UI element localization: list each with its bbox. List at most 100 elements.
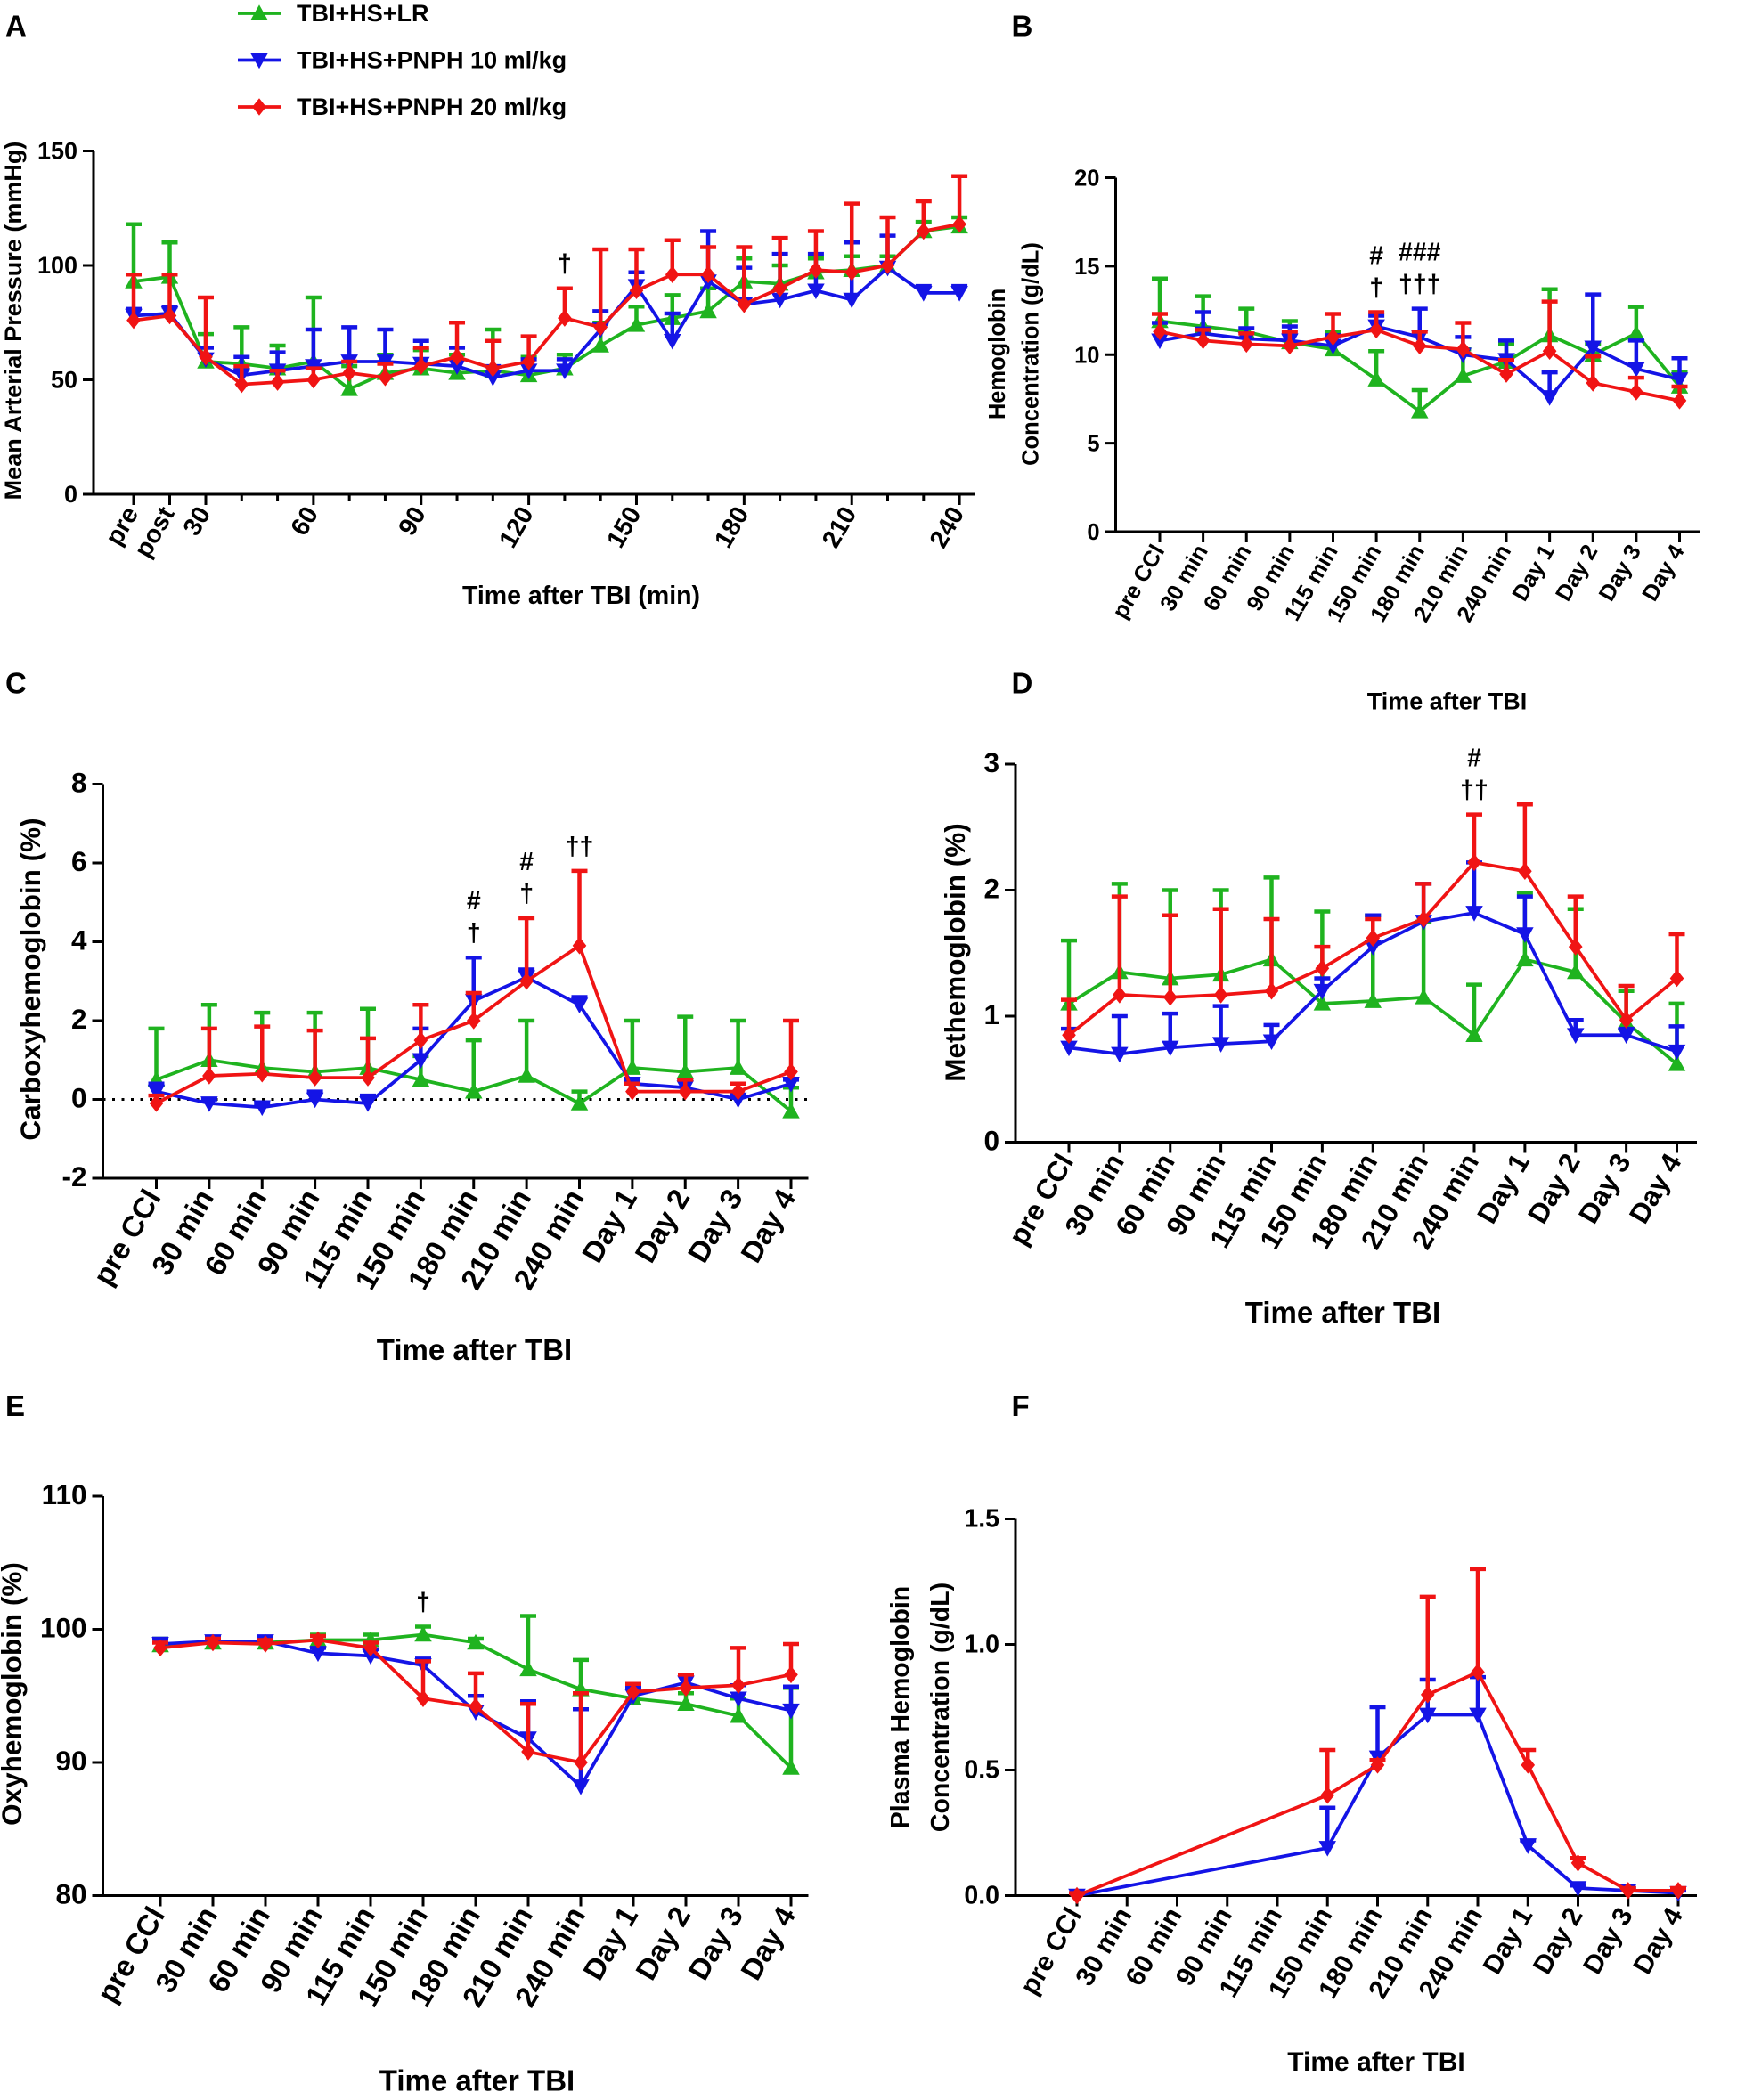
data-point xyxy=(1412,337,1427,355)
series-triangle-down xyxy=(125,229,968,387)
legend-marker-diamond xyxy=(252,98,266,116)
data-point xyxy=(593,318,608,337)
data-point xyxy=(591,337,609,353)
data-point xyxy=(809,261,823,279)
series-line xyxy=(133,224,960,391)
data-point xyxy=(1672,392,1687,410)
panel-letter: F xyxy=(1012,1389,1030,1422)
y-tick-label: 150 xyxy=(37,138,77,165)
legend-label: TBI+HS+PNPH 10 ml/kg xyxy=(297,47,567,74)
y-tick-label: 3 xyxy=(983,746,999,778)
data-point xyxy=(253,1100,271,1117)
data-point xyxy=(1070,1886,1084,1905)
data-point xyxy=(624,1059,641,1075)
data-point xyxy=(1320,1786,1335,1804)
data-point xyxy=(664,334,681,350)
significance-annotation: # xyxy=(467,887,481,916)
series-line xyxy=(133,265,960,379)
data-point xyxy=(1619,1011,1634,1029)
y-tick-label: 110 xyxy=(42,1478,87,1510)
y-axis-label: Plasma Hemoglobin xyxy=(886,1586,915,1828)
data-point xyxy=(572,1779,590,1795)
data-point xyxy=(676,1062,694,1079)
data-point xyxy=(1239,335,1254,354)
series-line xyxy=(133,222,960,387)
data-point xyxy=(843,292,860,309)
x-tick-label: Day 2 xyxy=(1551,541,1602,606)
significance-annotation: † xyxy=(467,919,481,948)
data-point xyxy=(1364,992,1382,1008)
data-point xyxy=(1367,370,1385,387)
data-point xyxy=(556,363,574,379)
data-point xyxy=(782,1703,800,1720)
data-point xyxy=(625,1082,640,1101)
x-tick-label: 150 xyxy=(601,502,647,553)
x-tick-label: 90 xyxy=(393,502,432,541)
data-point xyxy=(1499,365,1513,383)
panel-letter: E xyxy=(5,1389,25,1422)
series-diamond xyxy=(152,1631,799,1771)
x-tick-label: Day 4 xyxy=(1622,1148,1687,1229)
y-tick-label: 15 xyxy=(1074,255,1099,280)
data-point xyxy=(784,1062,798,1081)
data-point xyxy=(1416,910,1431,928)
data-point xyxy=(361,1069,375,1087)
data-point xyxy=(782,1103,800,1119)
data-point xyxy=(915,286,933,302)
x-tick-label: pre CCl xyxy=(86,1184,167,1290)
y-tick-label: 20 xyxy=(1074,167,1099,191)
data-point xyxy=(1471,1663,1485,1681)
significance-annotation: † xyxy=(519,880,534,908)
data-point xyxy=(416,1689,430,1707)
significance-annotation: ††† xyxy=(1399,271,1441,299)
data-point xyxy=(1586,374,1601,392)
data-point xyxy=(1516,950,1534,967)
data-point xyxy=(1540,390,1559,406)
data-point xyxy=(465,1082,483,1099)
data-point xyxy=(1162,989,1178,1006)
data-point xyxy=(1420,1686,1435,1704)
x-tick-label: 30 xyxy=(177,502,216,541)
y-tick-label: 80 xyxy=(55,1878,86,1910)
data-point xyxy=(162,306,177,325)
y-tick-label: 1.0 xyxy=(964,1631,999,1659)
x-tick-label: pre CCl xyxy=(90,1901,171,2008)
x-axis-label: Time after TBI xyxy=(1367,688,1528,715)
data-point xyxy=(469,1697,483,1715)
series-diamond xyxy=(126,174,968,394)
data-point xyxy=(558,309,572,327)
significance-annotation: † xyxy=(1369,274,1383,303)
y-tick-label: 0.5 xyxy=(964,1756,999,1785)
data-point xyxy=(126,311,141,330)
data-point xyxy=(1062,1026,1076,1044)
x-tick-label: Day 1 xyxy=(1471,1148,1536,1229)
series-diamond xyxy=(1152,299,1688,410)
data-point xyxy=(1465,906,1483,922)
data-point xyxy=(153,1639,167,1657)
data-point xyxy=(665,265,680,284)
data-point xyxy=(414,1625,432,1642)
data-point xyxy=(521,353,536,370)
significance-annotation: # xyxy=(1369,242,1383,271)
data-point xyxy=(1516,927,1534,943)
x-tick-label: Day 4 xyxy=(1637,540,1690,606)
significance-annotation: # xyxy=(1467,745,1481,773)
data-point xyxy=(729,1059,747,1075)
data-point xyxy=(699,302,717,319)
data-point xyxy=(1518,862,1532,881)
data-point xyxy=(1627,362,1645,378)
y-tick-label: 5 xyxy=(1087,432,1099,457)
data-point xyxy=(1569,1881,1587,1897)
x-axis-label: Time after TBI xyxy=(377,1333,572,1366)
data-point xyxy=(1411,403,1429,419)
data-point xyxy=(952,215,966,233)
data-point xyxy=(572,937,587,955)
y-tick-label: 0.0 xyxy=(964,1882,999,1910)
y-tick-label: 10 xyxy=(1074,343,1099,368)
y-axis-label: Oxyhemoglobin (%) xyxy=(0,1562,28,1826)
x-tick-label: Day 3 xyxy=(681,1184,749,1268)
y-tick-label: 0 xyxy=(1087,520,1099,545)
y-tick-label: 1.5 xyxy=(964,1505,999,1534)
significance-annotation: †† xyxy=(1460,777,1488,805)
